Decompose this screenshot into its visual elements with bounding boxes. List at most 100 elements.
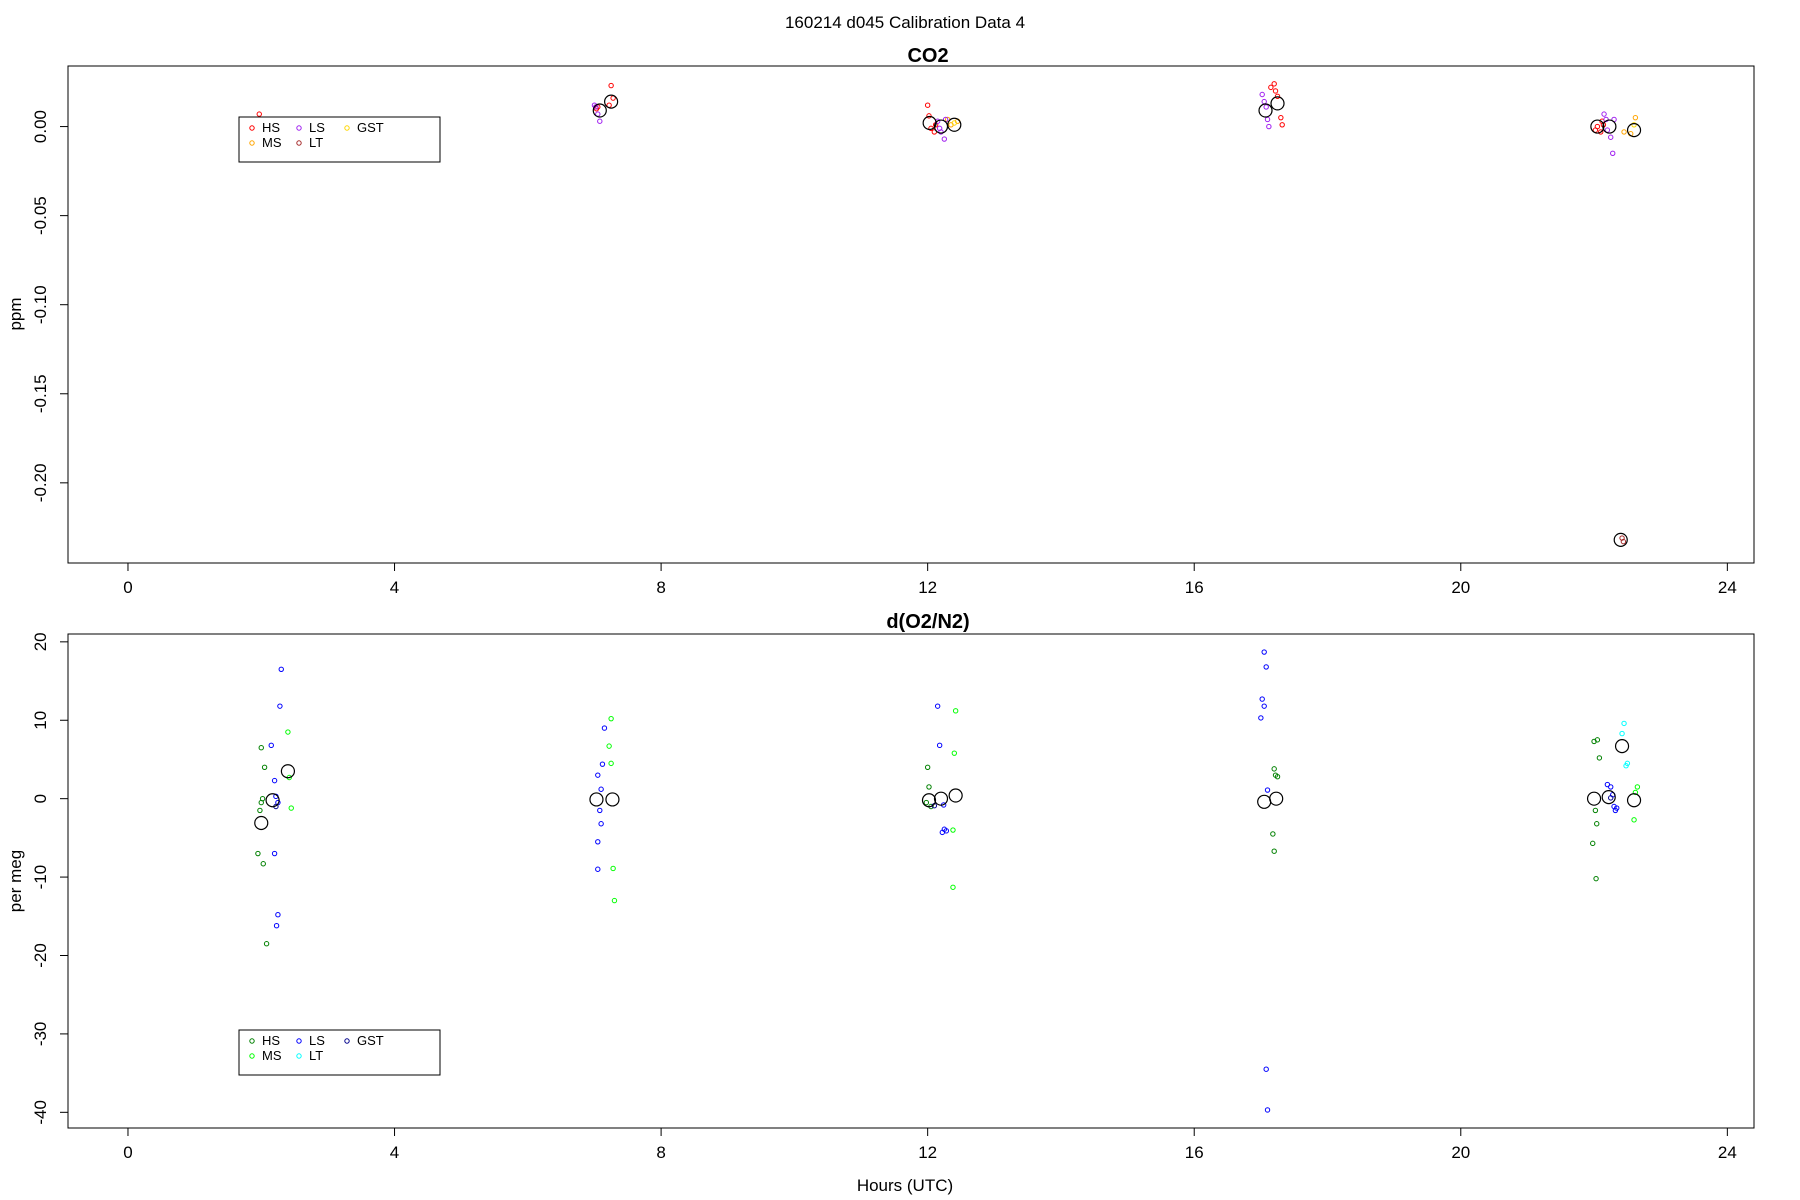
o2n2-point-ls [598,786,604,792]
o2n2-x-tick-label: 12 [918,1143,937,1162]
o2n2-x-tick-label: 24 [1718,1143,1737,1162]
co2-x-tick-label: 16 [1185,578,1204,597]
co2-legend-label-lt: LT [309,135,323,150]
o2n2-point-ls [943,828,950,834]
co2-point-ls [1259,91,1265,98]
o2n2-legend-label-ls: LS [309,1033,325,1048]
o2n2-point-ms [950,827,956,833]
co2-legend-marker-ls [296,125,302,131]
co2-x-tick-label: 24 [1718,578,1737,597]
co2-axes: 0 4 8 12 16 20 24 0.00 -0.05 -0.10 -0.15 -0.20 [31,110,1737,597]
o2n2-point-hs [263,941,270,947]
o2n2-point-hs [1274,774,1281,780]
o2n2-point-ls [271,850,278,857]
o2n2-point-ls [595,839,601,845]
o2n2-point-ls [277,703,283,709]
o2n2-y-tick-label: 10 [31,711,50,730]
o2n2-point-ls [1263,1066,1269,1072]
o2n2-point-hs [261,764,268,771]
o2n2-mean-point [1257,794,1272,809]
o2n2-point-ls [1608,784,1614,790]
o2n2-point-ms [288,805,294,811]
o2n2-x-tick-label: 16 [1185,1143,1204,1162]
o2n2-point-ls [595,866,601,872]
o2n2-legend-marker-lt [296,1053,302,1059]
co2-legend-label-ms: MS [262,135,282,150]
o2n2-point-hs [1594,737,1601,743]
o2n2-mean-point [1601,789,1616,805]
o2n2-point-ls [598,821,604,827]
co2-mean-point [1590,119,1605,134]
o2n2-mean-point [605,792,620,807]
o2n2-point-ls [268,742,274,749]
o2n2-point-ms [606,743,612,749]
o2n2-point-ms [608,715,614,722]
o2n2-point-ms [608,760,614,767]
co2-data-points [256,81,1642,547]
co2-point-ls [1610,150,1616,156]
o2n2-point-hs [1271,766,1277,772]
co2-point-hs [1279,122,1285,128]
o2n2-point-hs [1594,821,1600,827]
o2n2-point-ls [278,666,284,672]
o2n2-legend-label-ms: MS [262,1048,282,1063]
co2-y-tick-label: -0.15 [31,374,50,413]
o2n2-point-hs [1596,755,1603,761]
o2n2-x-tick-label: 0 [123,1143,132,1162]
co2-mean-point [1602,119,1617,134]
o2n2-point-lt [1619,730,1625,737]
co2-x-tick-label: 0 [123,578,132,597]
o2n2-point-ms [610,865,616,872]
o2n2-y-tick-label: -30 [31,1022,50,1047]
o2n2-legend-label-gst: GST [357,1033,384,1048]
co2-x-tick-label: 12 [918,578,937,597]
co2-panel: CO2 ppm 0 4 8 12 16 20 24 0.00 -0.05 -0.10 -0.15 -0… [6,45,1755,597]
co2-point-hs [1268,84,1274,91]
o2n2-legend-label-lt: LT [309,1048,323,1063]
co2-point-gst [951,120,958,126]
o2n2-point-hs [1270,831,1276,837]
o2n2-y-tick-label: 20 [31,632,50,651]
co2-point-ls [1601,111,1607,117]
co2-point-ms [1632,114,1639,121]
o2n2-point-ls [934,703,941,709]
o2n2-axes: 0 4 8 12 16 20 24 20 10 0 -10 -20 -30 -40 [31,632,1737,1162]
o2n2-point-hs [258,799,264,806]
o2n2-mean-point [280,764,296,779]
o2n2-point-ms [950,884,956,890]
o2n2-point-ls [275,912,281,918]
o2n2-legend-label-hs: HS [262,1033,280,1048]
co2-x-tick-label: 4 [390,578,399,597]
co2-point-hs [1598,129,1604,135]
co2-point-hs [608,82,614,89]
o2n2-point-hs [923,799,930,806]
co2-point-ms [1621,129,1627,135]
o2n2-y-tick-label: -10 [31,865,50,890]
o2n2-y-tick-label: 0 [31,794,50,803]
o2n2-mean-point [1626,793,1642,808]
co2-mean-point [1258,103,1273,118]
o2n2-point-ms [611,897,618,904]
o2n2-point-hs [260,861,266,867]
o2n2-point-hs [1592,807,1599,814]
o2n2-point-ls [599,761,606,767]
o2n2-point-ms [1631,817,1637,823]
co2-mean-point [1626,123,1642,138]
o2n2-x-tick-label: 20 [1451,1143,1470,1162]
co2-point-ls [597,118,603,124]
o2n2-legend-marker-hs [249,1038,255,1044]
co2-point-gst [1631,122,1637,128]
o2n2-panel: d(O2/N2) per meg Hours (UTC) 0 4 8 12 16 20 24… [6,611,1755,1195]
o2n2-point-ls [595,772,601,778]
o2n2-point-ls [1264,787,1271,793]
co2-legend-marker-gst [344,125,350,131]
o2n2-point-ls [273,922,280,929]
co2-point-ls [1266,123,1272,130]
o2n2-point-ms [1632,789,1639,796]
co2-point-ls [1264,116,1271,123]
x-axis-title: Hours (UTC) [857,1176,953,1195]
co2-x-tick-label: 8 [656,578,665,597]
o2n2-point-ls [597,807,603,814]
